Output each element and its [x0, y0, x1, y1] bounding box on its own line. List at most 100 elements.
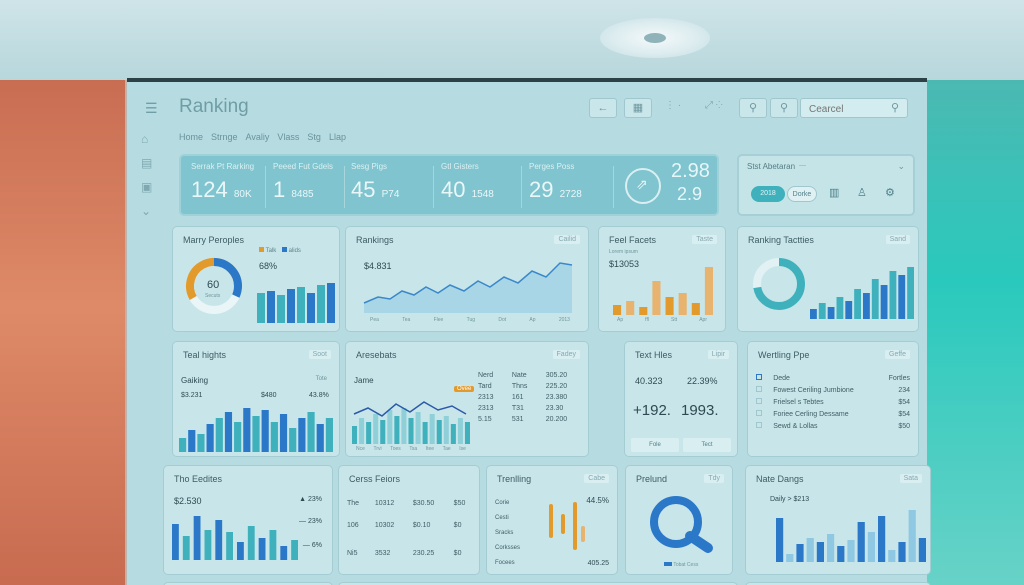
card-badge[interactable]: Soot: [308, 350, 331, 359]
bar: [889, 271, 897, 319]
find-button[interactable]: ⚲: [770, 98, 798, 118]
nav-item-avaliy[interactable]: Avaliy: [245, 132, 270, 142]
checkbox[interactable]: [756, 410, 762, 416]
mode-pill[interactable]: Dorke: [787, 186, 817, 202]
card-badge[interactable]: Cabe: [584, 474, 609, 483]
card-ranking-tacties: Ranking Tactties Sand: [737, 226, 919, 332]
kpi-card[interactable]: Serrak Pt Rarking 124 80K: [191, 162, 254, 203]
list-item[interactable]: Frielsel s Tebtes $54: [752, 396, 914, 408]
card-trending: Trenlling Cabe Corie Cesti Sracks Corkss…: [486, 465, 618, 575]
nav-item-strnge[interactable]: Strnge: [211, 132, 238, 142]
bar: [908, 510, 916, 562]
table-row[interactable]: Ni5 3532 230.25 $0: [343, 536, 477, 570]
bar: [234, 422, 242, 452]
bar: [415, 412, 421, 444]
bar: [918, 538, 926, 562]
bar-chart: [810, 267, 914, 319]
columns-icon[interactable]: ▥: [829, 187, 840, 199]
kpi-card[interactable]: Gtl Gisters 40 1548: [441, 162, 494, 203]
menu-icon[interactable]: ☰: [145, 100, 158, 116]
card-badge[interactable]: Fadey: [552, 350, 580, 359]
sidebar-item-home[interactable]: ⌂: [141, 132, 161, 156]
kpi-label: Serrak Pt Rarking: [191, 162, 255, 171]
table-row[interactable]: 5.15 531 20.200: [474, 414, 584, 425]
checkbox[interactable]: [756, 386, 762, 392]
card-rankings: Rankings Cailid $4.831 Pea Tea Flee Tug Dot A…: [345, 226, 589, 332]
tect-button[interactable]: Tect: [683, 438, 731, 452]
card-value: Daily > $213: [770, 496, 810, 503]
x-axis: Pea Tea Flee Tug Dot Ap 2013: [370, 317, 570, 323]
sidebar-item-expand[interactable]: ⌄: [141, 204, 161, 228]
card-badge[interactable]: Lipir: [707, 350, 729, 359]
card-badge[interactable]: Taste: [692, 235, 717, 244]
list-item[interactable]: Foriee Cerling Dessame $54: [752, 408, 914, 420]
nav-item-stg[interactable]: Stg: [307, 132, 321, 142]
bar: [270, 422, 278, 452]
nav-item-vlass[interactable]: Vlass: [277, 132, 300, 142]
table-row[interactable]: Nerd Nate 305.20: [474, 370, 584, 381]
x-tick: Pea: [370, 317, 379, 323]
sidebar-item-reports[interactable]: ▤: [141, 156, 161, 180]
resize-icon[interactable]: ⤢ ⁘: [705, 100, 723, 111]
search-icon[interactable]: ⚲: [890, 102, 899, 114]
nav-item-home[interactable]: Home: [179, 132, 204, 142]
export-button[interactable]: ⇗: [625, 168, 661, 204]
bar: [316, 424, 324, 452]
kpi-card[interactable]: Sesg Pigs 45 P74: [351, 162, 399, 203]
series-line: [363, 262, 573, 304]
checkbox[interactable]: [756, 374, 762, 380]
x-tick: Ap: [529, 317, 536, 323]
table-row[interactable]: 2313 161 23.380: [474, 392, 584, 403]
value-1: $2.530: [174, 496, 202, 506]
chevron-down-icon: ⌄: [141, 204, 152, 218]
table-row[interactable]: 106 10302 $0.10 $0: [343, 514, 477, 536]
chevron-down-icon[interactable]: ⌄: [897, 161, 905, 171]
back-button[interactable]: ←: [589, 98, 617, 118]
list-item[interactable]: Dede Fortles: [752, 372, 914, 384]
nav-item-llap[interactable]: Llap: [328, 132, 346, 142]
search-input[interactable]: [801, 100, 881, 119]
donut-slice: [753, 258, 805, 310]
arrow-left-icon: ←: [597, 102, 609, 114]
card-badge[interactable]: Cailid: [554, 235, 580, 244]
value-2: ▲ 23%: [299, 496, 322, 503]
bar-chart: [613, 267, 713, 315]
image-icon: ▣: [141, 180, 153, 194]
candle: [581, 526, 585, 542]
table-row[interactable]: Tard Thns 225.20: [474, 381, 584, 392]
bar: [704, 267, 713, 315]
list-item-value: $54: [898, 410, 910, 418]
checkbox[interactable]: [756, 422, 762, 428]
kpi-strip: Serrak Pt Rarking 124 80K Peeed Fut Gdel…: [179, 154, 719, 216]
settings-icon[interactable]: ⚙: [885, 187, 895, 199]
card-badge[interactable]: Geffe: [885, 350, 910, 359]
donut-value: 60: [207, 279, 220, 291]
bar: [806, 538, 814, 562]
pager-icon[interactable]: ⋮ ·: [665, 100, 682, 111]
card-badge[interactable]: Tdy: [704, 474, 724, 483]
list-item[interactable]: Fowest Ceriling Jumbione 234: [752, 384, 914, 396]
kpi-card[interactable]: Perges Poss 29 2728: [529, 162, 582, 203]
list-item-label: Fowest Ceriling Jumbione: [773, 386, 854, 394]
line-chart: [363, 262, 573, 313]
checkbox[interactable]: [756, 398, 762, 404]
grid-view-button[interactable]: ▦: [624, 98, 652, 118]
table-row[interactable]: 2313 T31 23.30: [474, 403, 584, 414]
kpi-card[interactable]: Peeed Fut Gdels 1 8485: [273, 162, 333, 203]
left-wall: [0, 80, 125, 585]
x-tick: Trvi: [373, 446, 382, 452]
fole-button[interactable]: Fole: [631, 438, 679, 452]
card-badge[interactable]: Sata: [899, 474, 922, 483]
bar: [827, 307, 835, 319]
kpi-unit: 2728: [559, 189, 582, 200]
list-item[interactable]: Sewd & Lollas $50: [752, 420, 914, 432]
bar: [237, 542, 244, 560]
user-icon[interactable]: ♙: [857, 187, 867, 199]
bar: [691, 303, 700, 315]
card-badge[interactable]: Sand: [885, 235, 910, 244]
table-row[interactable]: The 10312 $30.50 $50: [343, 492, 477, 514]
zoom-button[interactable]: ⚲: [739, 98, 767, 118]
bar-chart: [776, 510, 926, 562]
year-pill[interactable]: 2018: [751, 186, 785, 202]
sidebar-item-media[interactable]: ▣: [141, 180, 161, 204]
